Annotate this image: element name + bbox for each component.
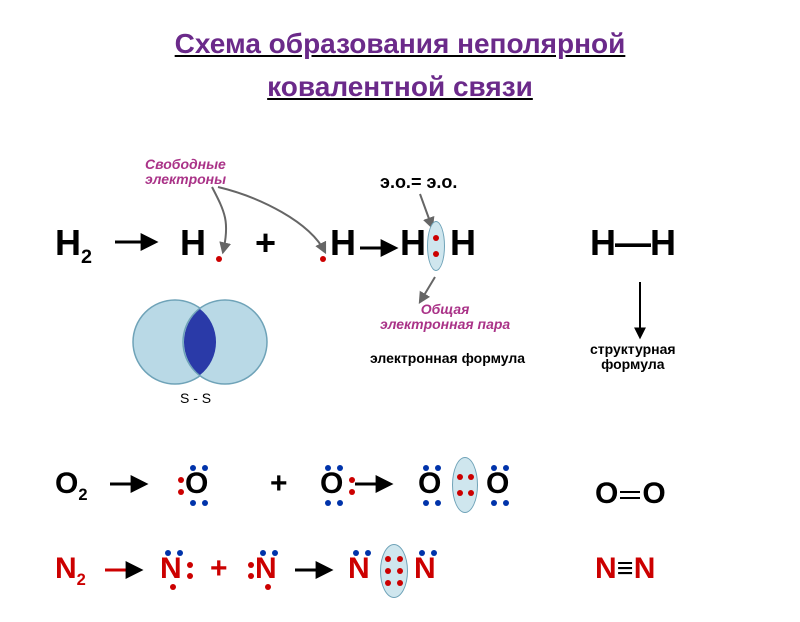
N-right-atom: N	[255, 552, 277, 586]
O-bonded-right-lone-4	[503, 500, 509, 506]
title-line1: Схема образования неполярной	[0, 22, 800, 65]
O-shared-ellipse	[452, 457, 478, 513]
H-bonded-right: H	[450, 222, 476, 264]
N-left-bond-1	[187, 562, 193, 568]
H-right-electron-dot	[320, 256, 326, 262]
O-right-lone-2	[337, 465, 343, 471]
O-bonded-left-lone-4	[435, 500, 441, 506]
N-bonded-right-lone-2	[431, 550, 437, 556]
O-left-lone-3	[190, 500, 196, 506]
N-structural: N≡N	[595, 552, 655, 586]
O-left-lone-1	[190, 465, 196, 471]
O-left-atom: O	[185, 467, 208, 501]
N-right-lone-1	[260, 550, 266, 556]
H-plus: +	[255, 222, 276, 264]
annotation-free-electrons: Свободные электроны	[145, 157, 226, 188]
N-symbol: N	[55, 552, 77, 585]
O-right-lone-1	[325, 465, 331, 471]
H-left-electron-dot	[216, 256, 222, 262]
N-right-bond-3	[265, 584, 271, 590]
annotation-eo-equals-eo: э.о.= э.о.	[380, 172, 457, 193]
O-bonded-left-lone-3	[423, 500, 429, 506]
N-shared-5	[385, 580, 391, 586]
H-left-atom-label: H	[180, 222, 206, 263]
annotation-s-s: S - S	[180, 390, 211, 406]
O-bonded-left-lone-2	[435, 465, 441, 471]
H-shared-dot-2	[433, 251, 439, 257]
H-symbol: H	[55, 222, 81, 263]
O-bonded-left: O	[418, 467, 441, 501]
O-shared-3	[457, 490, 463, 496]
O-bonded-left-lone-1	[423, 465, 429, 471]
H-right-atom: H	[330, 222, 356, 264]
H-bonded-left: H	[400, 222, 426, 264]
O-subscript: 2	[78, 486, 87, 504]
O-right-atom: O	[320, 467, 343, 501]
O-plus: +	[270, 467, 288, 501]
O-right-lone-4	[337, 500, 343, 506]
N-shared-6	[397, 580, 403, 586]
H-shared-dot-1	[433, 235, 439, 241]
N-bonded-right: N	[414, 552, 436, 586]
H-molecular-formula: H2	[55, 222, 92, 269]
N-bonded-left: N	[348, 552, 370, 586]
title-line2: ковалентной связи	[0, 65, 800, 108]
N-left-atom: N	[160, 552, 182, 586]
N-bonded-right-lone-1	[419, 550, 425, 556]
O-bonded-right: O	[486, 467, 509, 501]
H-left-atom: H	[180, 222, 206, 264]
H-structural: H—H	[590, 222, 675, 264]
O-left-bond-2	[178, 489, 184, 495]
O-left-bond-1	[178, 477, 184, 483]
N-right-lone-2	[272, 550, 278, 556]
N-plus: +	[210, 552, 228, 586]
O-structural: OO	[595, 477, 666, 511]
N-left-bond-3	[170, 584, 176, 590]
N-shared-1	[385, 556, 391, 562]
H-right-atom-label: H	[330, 222, 356, 263]
O-shared-2	[468, 474, 474, 480]
annotation-structural-formula: структурная формула	[590, 342, 676, 373]
O-left-lone-4	[202, 500, 208, 506]
O-shared-1	[457, 474, 463, 480]
N-left-lone-2	[177, 550, 183, 556]
N-shared-2	[397, 556, 403, 562]
O-bonded-right-lone-3	[491, 500, 497, 506]
H-shared-ellipse	[427, 221, 445, 271]
O-left-lone-2	[202, 465, 208, 471]
N-left-bond-2	[187, 573, 193, 579]
annotation-shared-pair: Общая электронная пара	[380, 302, 510, 333]
N-right-bond-1	[248, 562, 254, 568]
N-right-bond-2	[248, 573, 254, 579]
N-molecular-formula: N2	[55, 552, 86, 590]
O-right-bond-2	[349, 489, 355, 495]
O-right-lone-3	[325, 500, 331, 506]
N-shared-3	[385, 568, 391, 574]
O-molecular-formula: O2	[55, 467, 88, 505]
orbital-overlap-diagram	[120, 292, 280, 402]
N-shared-4	[397, 568, 403, 574]
N-bonded-left-lone-1	[353, 550, 359, 556]
O-bonded-right-lone-2	[503, 465, 509, 471]
O-bonded-right-lone-1	[491, 465, 497, 471]
O-right-bond-1	[349, 477, 355, 483]
page-title: Схема образования неполярной ковалентной…	[0, 22, 800, 109]
O-shared-4	[468, 490, 474, 496]
N-left-lone-1	[165, 550, 171, 556]
N-subscript: 2	[77, 571, 86, 589]
annotation-electronic-formula: электронная формула	[370, 350, 525, 366]
N-bonded-left-lone-2	[365, 550, 371, 556]
O-symbol: O	[55, 467, 78, 500]
H-subscript: 2	[81, 246, 92, 268]
